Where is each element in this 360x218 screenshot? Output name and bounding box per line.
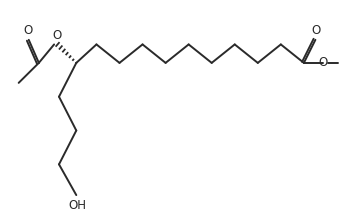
Text: O: O [318, 56, 328, 69]
Text: O: O [24, 24, 33, 37]
Text: OH: OH [69, 199, 87, 212]
Text: O: O [52, 29, 62, 42]
Text: O: O [311, 24, 320, 37]
